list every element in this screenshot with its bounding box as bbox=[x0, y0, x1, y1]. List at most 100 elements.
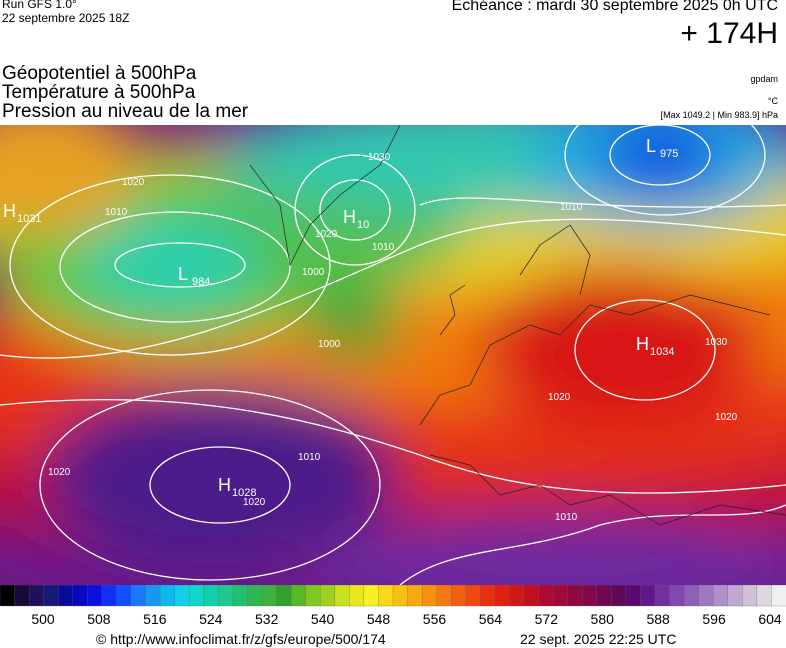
echeance: Echéance : mardi 30 septembre 2025 0h UT… bbox=[451, 0, 778, 14]
colorbar-swatch bbox=[305, 585, 321, 607]
colorbar-swatch bbox=[421, 585, 438, 607]
isobar-label: 1020 bbox=[548, 392, 571, 403]
colorbar-swatch bbox=[538, 585, 554, 607]
colorbar-swatch bbox=[523, 585, 540, 607]
unit: °C bbox=[767, 96, 778, 106]
colorbar-swatch bbox=[28, 585, 45, 607]
colorbar-swatch bbox=[261, 585, 278, 607]
field: Géopotentiel à 500hPa bbox=[2, 63, 197, 84]
colorbar-swatch bbox=[276, 585, 292, 607]
colorbar-label: 572 bbox=[535, 611, 559, 627]
isobar-label: 1010 bbox=[555, 512, 578, 523]
colorbar-swatch bbox=[189, 585, 205, 607]
colorbar-label: 508 bbox=[87, 611, 111, 627]
colorbar-swatch bbox=[683, 585, 700, 607]
colorbar-swatch bbox=[349, 585, 365, 607]
generated: 22 sept. 2025 22:25 UTC bbox=[520, 631, 677, 647]
colorbar-swatch bbox=[247, 585, 263, 607]
colorbar-swatch bbox=[218, 585, 234, 607]
colorbar-swatch bbox=[436, 585, 452, 607]
colorbar-swatch bbox=[640, 585, 656, 607]
colorbar-swatch bbox=[0, 585, 16, 607]
colorbar-swatch bbox=[509, 585, 525, 607]
colorbar-swatch bbox=[203, 585, 219, 607]
colorbar-label: 524 bbox=[199, 611, 223, 627]
isobar-label: 1030 bbox=[368, 152, 391, 163]
colorbar-swatch bbox=[392, 585, 409, 607]
colorbar-swatch bbox=[334, 585, 350, 607]
colorbar-swatch bbox=[756, 585, 773, 607]
colorbar-swatch bbox=[669, 585, 685, 607]
colorbar-swatch bbox=[654, 585, 671, 607]
isobar-label: 1030 bbox=[705, 337, 728, 348]
isobar-label: 1010 bbox=[372, 242, 395, 253]
colorbar-swatch bbox=[14, 585, 30, 607]
isobar-label: 1000 bbox=[302, 267, 325, 278]
center-kind: H bbox=[343, 207, 356, 227]
field: Température à 500hPa bbox=[2, 82, 196, 103]
colorbar-swatch bbox=[465, 585, 481, 607]
center-kind: L bbox=[178, 264, 188, 284]
colorbar-label: 548 bbox=[367, 611, 391, 627]
run-date: 22 septembre 2025 18Z bbox=[2, 11, 130, 25]
center-kind: H bbox=[636, 334, 649, 354]
colorbar-swatch bbox=[552, 585, 569, 607]
colorbar-swatch bbox=[771, 585, 786, 607]
colorbar-label: 500 bbox=[31, 611, 55, 627]
colorbar-label: 596 bbox=[702, 611, 726, 627]
colorbar-swatch bbox=[407, 585, 423, 607]
colorbar-swatch bbox=[582, 585, 598, 607]
colorbar-swatch bbox=[72, 585, 88, 607]
center-kind: H bbox=[218, 475, 231, 495]
colorbar: 500 508 516 524 532 540 548 556 564 572 580 588 596 6… bbox=[0, 585, 786, 627]
colorbar-label: 532 bbox=[255, 611, 279, 627]
colorbar-swatch bbox=[451, 585, 467, 607]
unit: [Max 1049.2 | Min 983.9] hPa bbox=[660, 110, 778, 120]
unit: gpdam bbox=[750, 74, 778, 84]
colorbar-swatch bbox=[378, 585, 394, 607]
isobar-label: 1010 bbox=[105, 207, 128, 218]
colorbar-swatch bbox=[698, 585, 714, 607]
colorbar-swatch bbox=[625, 585, 642, 607]
colorbar-swatch bbox=[596, 585, 612, 607]
colorbar-swatch bbox=[116, 585, 132, 607]
colorbar-swatch bbox=[480, 585, 496, 607]
center-value: 1031 bbox=[17, 213, 41, 225]
center-kind: H bbox=[3, 201, 16, 221]
isobar-label: 1020 bbox=[243, 497, 266, 508]
colorbar-swatch bbox=[43, 585, 59, 607]
center-value: 10 bbox=[357, 219, 369, 231]
source: © http://www.infoclimat.fr/z/gfs/europe/… bbox=[96, 631, 386, 647]
colorbar-label: 580 bbox=[591, 611, 615, 627]
center-value: 1034 bbox=[650, 346, 674, 358]
colorbar-label: 540 bbox=[311, 611, 335, 627]
isobar-label: 1010 bbox=[298, 452, 321, 463]
colorbar-swatch bbox=[494, 585, 511, 607]
colorbar-label: 588 bbox=[646, 611, 670, 627]
lead-time: + 174H bbox=[680, 17, 778, 50]
isobar-label: 1020 bbox=[715, 412, 738, 423]
colorbar-swatch bbox=[130, 585, 147, 607]
isobar-label: 1020 bbox=[48, 467, 71, 478]
colorbar-swatch bbox=[320, 585, 336, 607]
colorbar-swatch bbox=[58, 585, 74, 607]
isobar-label: 1000 bbox=[318, 339, 341, 350]
colorbar-label: 604 bbox=[758, 611, 782, 627]
colorbar-swatch bbox=[713, 585, 729, 607]
colorbar-swatch bbox=[727, 585, 743, 607]
colorbar-swatch bbox=[567, 585, 583, 607]
colorbar-swatch bbox=[159, 585, 176, 607]
field: Pression au niveau de la mer bbox=[2, 101, 249, 122]
colorbar-label: 556 bbox=[423, 611, 447, 627]
center-kind: L bbox=[646, 136, 656, 156]
colorbar-label: 564 bbox=[479, 611, 503, 627]
center-value: 975 bbox=[660, 148, 678, 160]
center-value: 1028 bbox=[232, 487, 256, 499]
run: Run GFS 1.0° bbox=[2, 0, 77, 11]
colorbar-swatch bbox=[101, 585, 118, 607]
colorbar-swatch bbox=[232, 585, 249, 607]
colorbar-swatch bbox=[174, 585, 190, 607]
colorbar-swatch bbox=[363, 585, 380, 607]
